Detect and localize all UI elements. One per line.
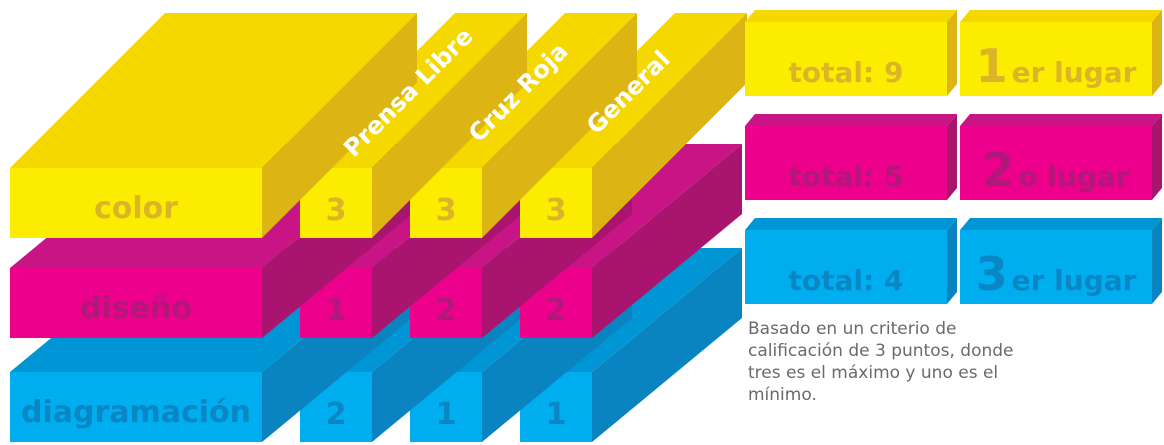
block-front-face bbox=[960, 230, 1152, 304]
block-top-face bbox=[960, 114, 1162, 126]
block-side-face bbox=[262, 13, 417, 238]
block-side-face bbox=[1152, 218, 1162, 304]
score-value: 2 bbox=[546, 293, 567, 328]
place-number: 1 bbox=[976, 39, 1008, 93]
score-value: 3 bbox=[546, 193, 567, 228]
score-value: 1 bbox=[436, 397, 457, 432]
block-top-face bbox=[10, 13, 417, 168]
block-front-face bbox=[10, 268, 262, 338]
block-front-face bbox=[745, 126, 947, 200]
total-value: total: 5 bbox=[789, 160, 904, 193]
place-block bbox=[960, 114, 1162, 200]
place-block bbox=[960, 218, 1162, 304]
score-value: 3 bbox=[326, 193, 347, 228]
place-suffix: er lugar bbox=[1012, 56, 1137, 89]
place-label: 1 er lugar bbox=[976, 39, 1137, 93]
block-front-face bbox=[10, 168, 262, 238]
block-side-face bbox=[947, 218, 957, 304]
row-label: color bbox=[94, 191, 178, 226]
row-label: diseño bbox=[80, 291, 192, 326]
score-value: 1 bbox=[546, 397, 567, 432]
score-value: 2 bbox=[326, 397, 347, 432]
place-suffix: o lugar bbox=[1018, 160, 1129, 193]
place-suffix: er lugar bbox=[1012, 264, 1137, 297]
total-value: total: 4 bbox=[789, 264, 904, 297]
place-number: 2 bbox=[982, 143, 1014, 197]
block-side-face bbox=[372, 13, 527, 238]
total-block bbox=[745, 10, 957, 96]
row-label: diagramación bbox=[21, 395, 251, 430]
place-number: 3 bbox=[976, 247, 1008, 301]
total-block bbox=[745, 218, 957, 304]
block-top-face bbox=[745, 10, 957, 22]
row-label-block-color bbox=[10, 13, 417, 238]
block-top-face bbox=[960, 218, 1162, 230]
block-front-face bbox=[745, 230, 947, 304]
block-side-face bbox=[947, 114, 957, 200]
block-side-face bbox=[592, 13, 747, 238]
place-block bbox=[960, 10, 1162, 96]
block-side-face bbox=[592, 248, 742, 442]
block-top-face bbox=[745, 114, 957, 126]
block-front-face bbox=[960, 22, 1152, 96]
total-block bbox=[745, 114, 957, 200]
block-side-face bbox=[482, 13, 637, 238]
block-side-face bbox=[592, 144, 742, 338]
block-side-face bbox=[1152, 114, 1162, 200]
total-value: total: 9 bbox=[789, 56, 904, 89]
score-value: 3 bbox=[436, 193, 457, 228]
block-top-face bbox=[960, 10, 1162, 22]
criteria-note: Basado en un criterio de calificación de… bbox=[748, 319, 1014, 405]
block-side-face bbox=[1152, 10, 1162, 96]
block-front-face bbox=[745, 22, 947, 96]
block-front-face bbox=[960, 126, 1152, 200]
block-top-face bbox=[745, 218, 957, 230]
block-front-face bbox=[10, 372, 262, 442]
score-value: 1 bbox=[326, 293, 347, 328]
block-side-face bbox=[947, 10, 957, 96]
score-value: 2 bbox=[436, 293, 457, 328]
place-label: 3 er lugar bbox=[976, 247, 1137, 301]
